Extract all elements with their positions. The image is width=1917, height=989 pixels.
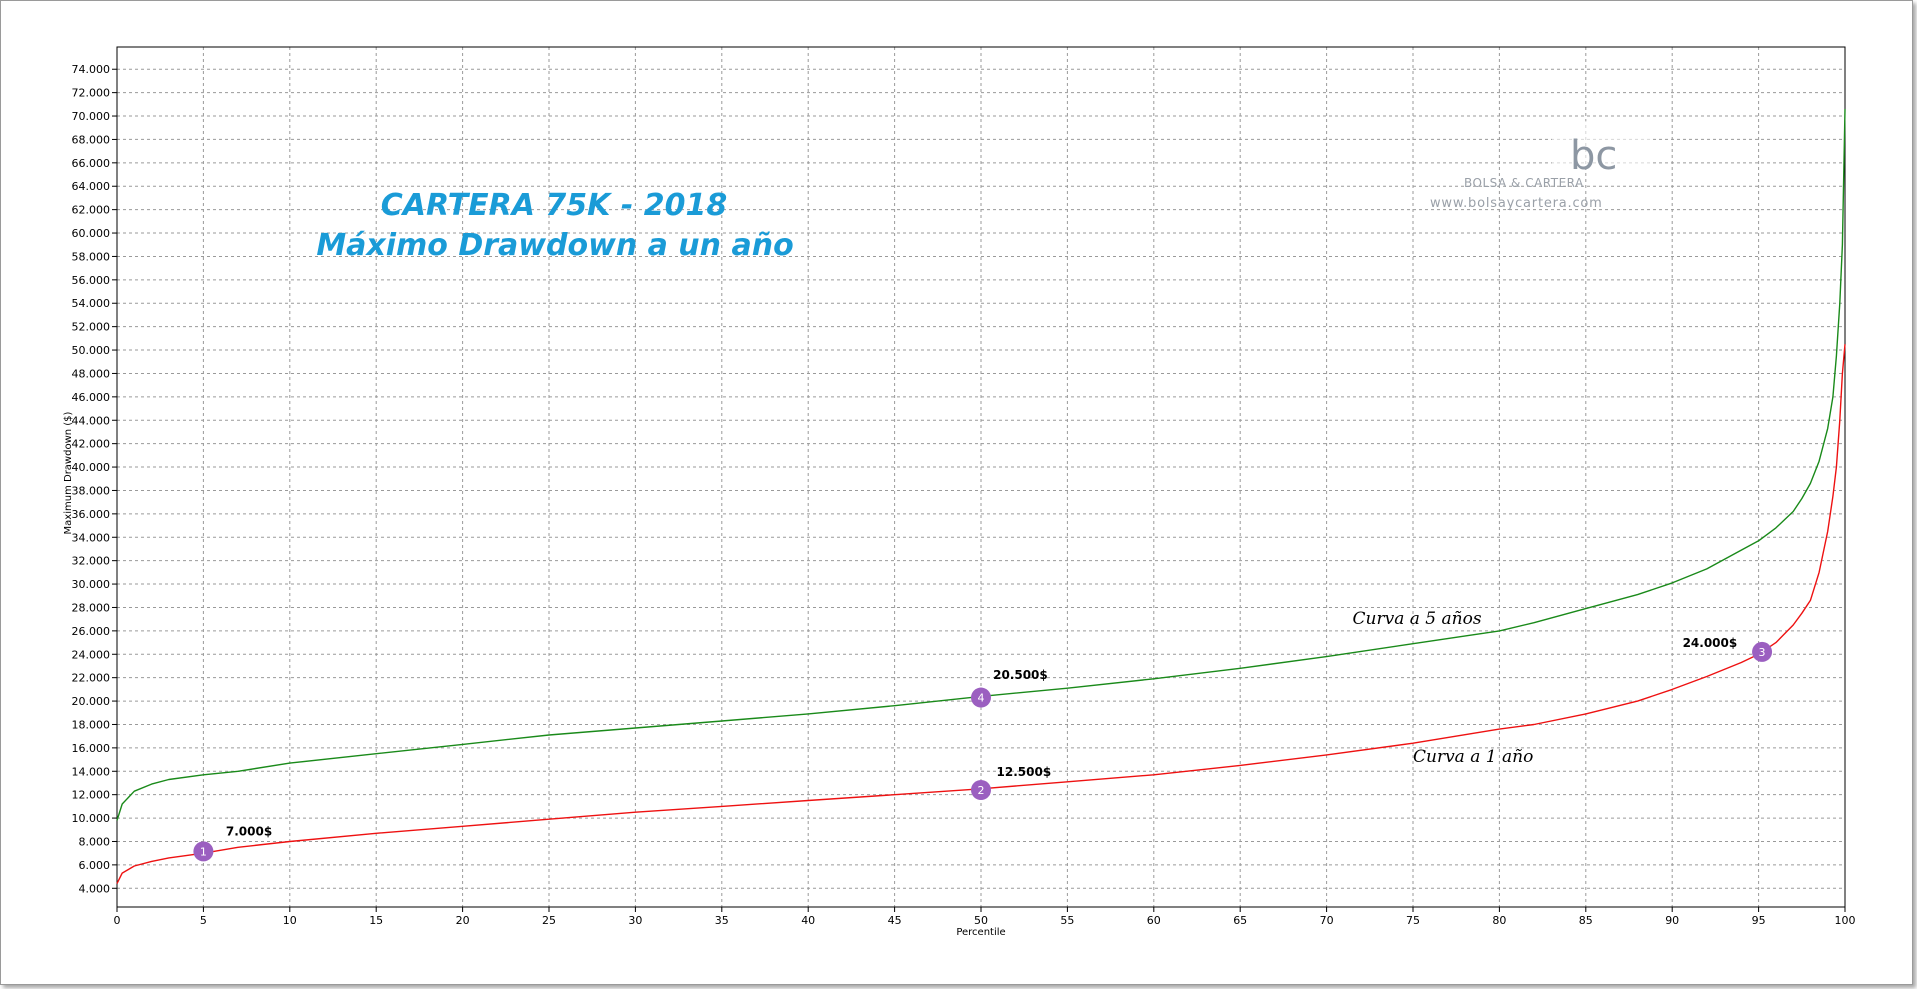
annotations: 1 7.000$ 2 12.500$ 3 24.000$ 4 20.500$ [193,636,1773,862]
y-tick-label: 22.000 [72,672,111,685]
annotation-value-label: 24.000$ [1683,636,1738,650]
y-tick-label: 16.000 [72,742,111,755]
y-tick-label: 32.000 [72,555,111,568]
x-tick-label: 45 [888,914,902,927]
x-tick-label: 55 [1060,914,1074,927]
y-tick-label: 14.000 [72,765,111,778]
y-tick-label: 62.000 [72,204,111,217]
annotation-marker-number: 1 [200,845,207,858]
x-tick-label: 65 [1233,914,1247,927]
annotation-marker-number: 2 [978,784,985,797]
y-tick-label: 68.000 [72,133,111,146]
y-tick-label: 64.000 [72,180,111,193]
annotation-value-label: 7.000$ [226,825,272,839]
series-line-one-year [116,344,1846,884]
series-labels: Curva a 5 años Curva a 1 año [1353,609,1534,767]
x-tick-label: 60 [1147,914,1161,927]
y-tick-label: 18.000 [72,718,111,731]
y-tick-label: 70.000 [72,110,111,123]
x-tick-label: 0 [114,914,121,927]
y-tick-label: 48.000 [72,367,111,380]
y-tick-label: 34.000 [72,531,111,544]
x-tick-label: 40 [801,914,815,927]
annotation-marker-1 [193,841,214,862]
y-tick-label: 52.000 [72,321,111,334]
x-tick-label: 75 [1406,914,1420,927]
x-tick-label: 80 [1492,914,1506,927]
y-tick-label: 24.000 [72,648,111,661]
y-tick-label: 12.000 [72,789,111,802]
x-tick-label: 15 [369,914,383,927]
y-tick-label: 38.000 [72,484,111,497]
grid [117,47,1845,907]
logo-brand: BOLSA & CARTERA [1464,176,1584,190]
y-tick-label: 74.000 [72,63,111,76]
x-tick-label: 25 [542,914,556,927]
annotation-value-label: 12.500$ [997,765,1052,779]
y-tick-label: 42.000 [72,438,111,451]
x-tick-label: 30 [628,914,642,927]
x-tick-label: 100 [1835,914,1856,927]
logo-url: www.bolsaycartera.com [1430,196,1603,211]
x-axis-title: Percentile [956,927,1005,938]
logo-backdrop [1552,121,1652,167]
y-tick-label: 20.000 [72,695,111,708]
y-tick-label: 28.000 [72,601,111,614]
annotation-marker-number: 3 [1759,646,1766,659]
x-tick-label: 5 [200,914,207,927]
logo-glyph: bc [1570,133,1617,179]
x-tick-label: 85 [1579,914,1593,927]
annotation-value-label: 20.500$ [993,668,1048,682]
x-axis: 0 5 10 15 20 25 30 35 40 45 50 55 60 65 70 75 80 85 90 95 10… [114,907,1856,927]
x-tick-label: 20 [456,914,470,927]
y-tick-label: 4.000 [79,882,111,895]
y-tick-label: 66.000 [72,157,111,170]
y-tick-label: 72.000 [72,87,111,100]
y-axis: 4.000 6.000 8.000 10.000 12.000 14.000 16.000 1… [72,63,117,895]
x-tick-label: 50 [974,914,988,927]
y-tick-label: 8.000 [79,835,111,848]
watermark-logo: bc BOLSA & CARTERA www.bolsaycartera.com [1430,121,1652,211]
y-tick-label: 44.000 [72,414,111,427]
y-axis-title: Maximum Drawdown ($) [63,411,74,534]
annotation-marker-3 [1752,641,1773,662]
series-line-five-year [116,108,1846,821]
annotation-marker-4 [971,687,991,708]
series [116,108,1846,884]
y-tick-label: 54.000 [72,297,111,310]
y-tick-label: 40.000 [72,461,111,474]
y-tick-label: 6.000 [79,859,111,872]
x-tick-label: 35 [715,914,729,927]
y-tick-label: 26.000 [72,625,111,638]
annotation-marker-number: 4 [978,692,985,705]
series-label-one-year: Curva a 1 año [1413,747,1533,767]
y-tick-label: 56.000 [72,274,111,287]
y-tick-label: 60.000 [72,227,111,240]
chart-title: CARTERA 75K - 2018 [381,188,728,223]
y-tick-label: 50.000 [72,344,111,357]
y-tick-label: 58.000 [72,250,111,263]
chart-subtitle: Máximo Drawdown a un año [316,228,793,263]
x-tick-label: 95 [1752,914,1766,927]
x-tick-label: 90 [1665,914,1679,927]
series-label-five-year: Curva a 5 años [1353,609,1482,629]
y-tick-label: 36.000 [72,508,111,521]
annotation-marker-2 [971,779,991,800]
x-tick-label: 70 [1320,914,1334,927]
y-tick-label: 30.000 [72,578,111,591]
x-tick-label: 10 [283,914,297,927]
y-tick-label: 46.000 [72,391,111,404]
y-tick-label: 10.000 [72,812,111,825]
